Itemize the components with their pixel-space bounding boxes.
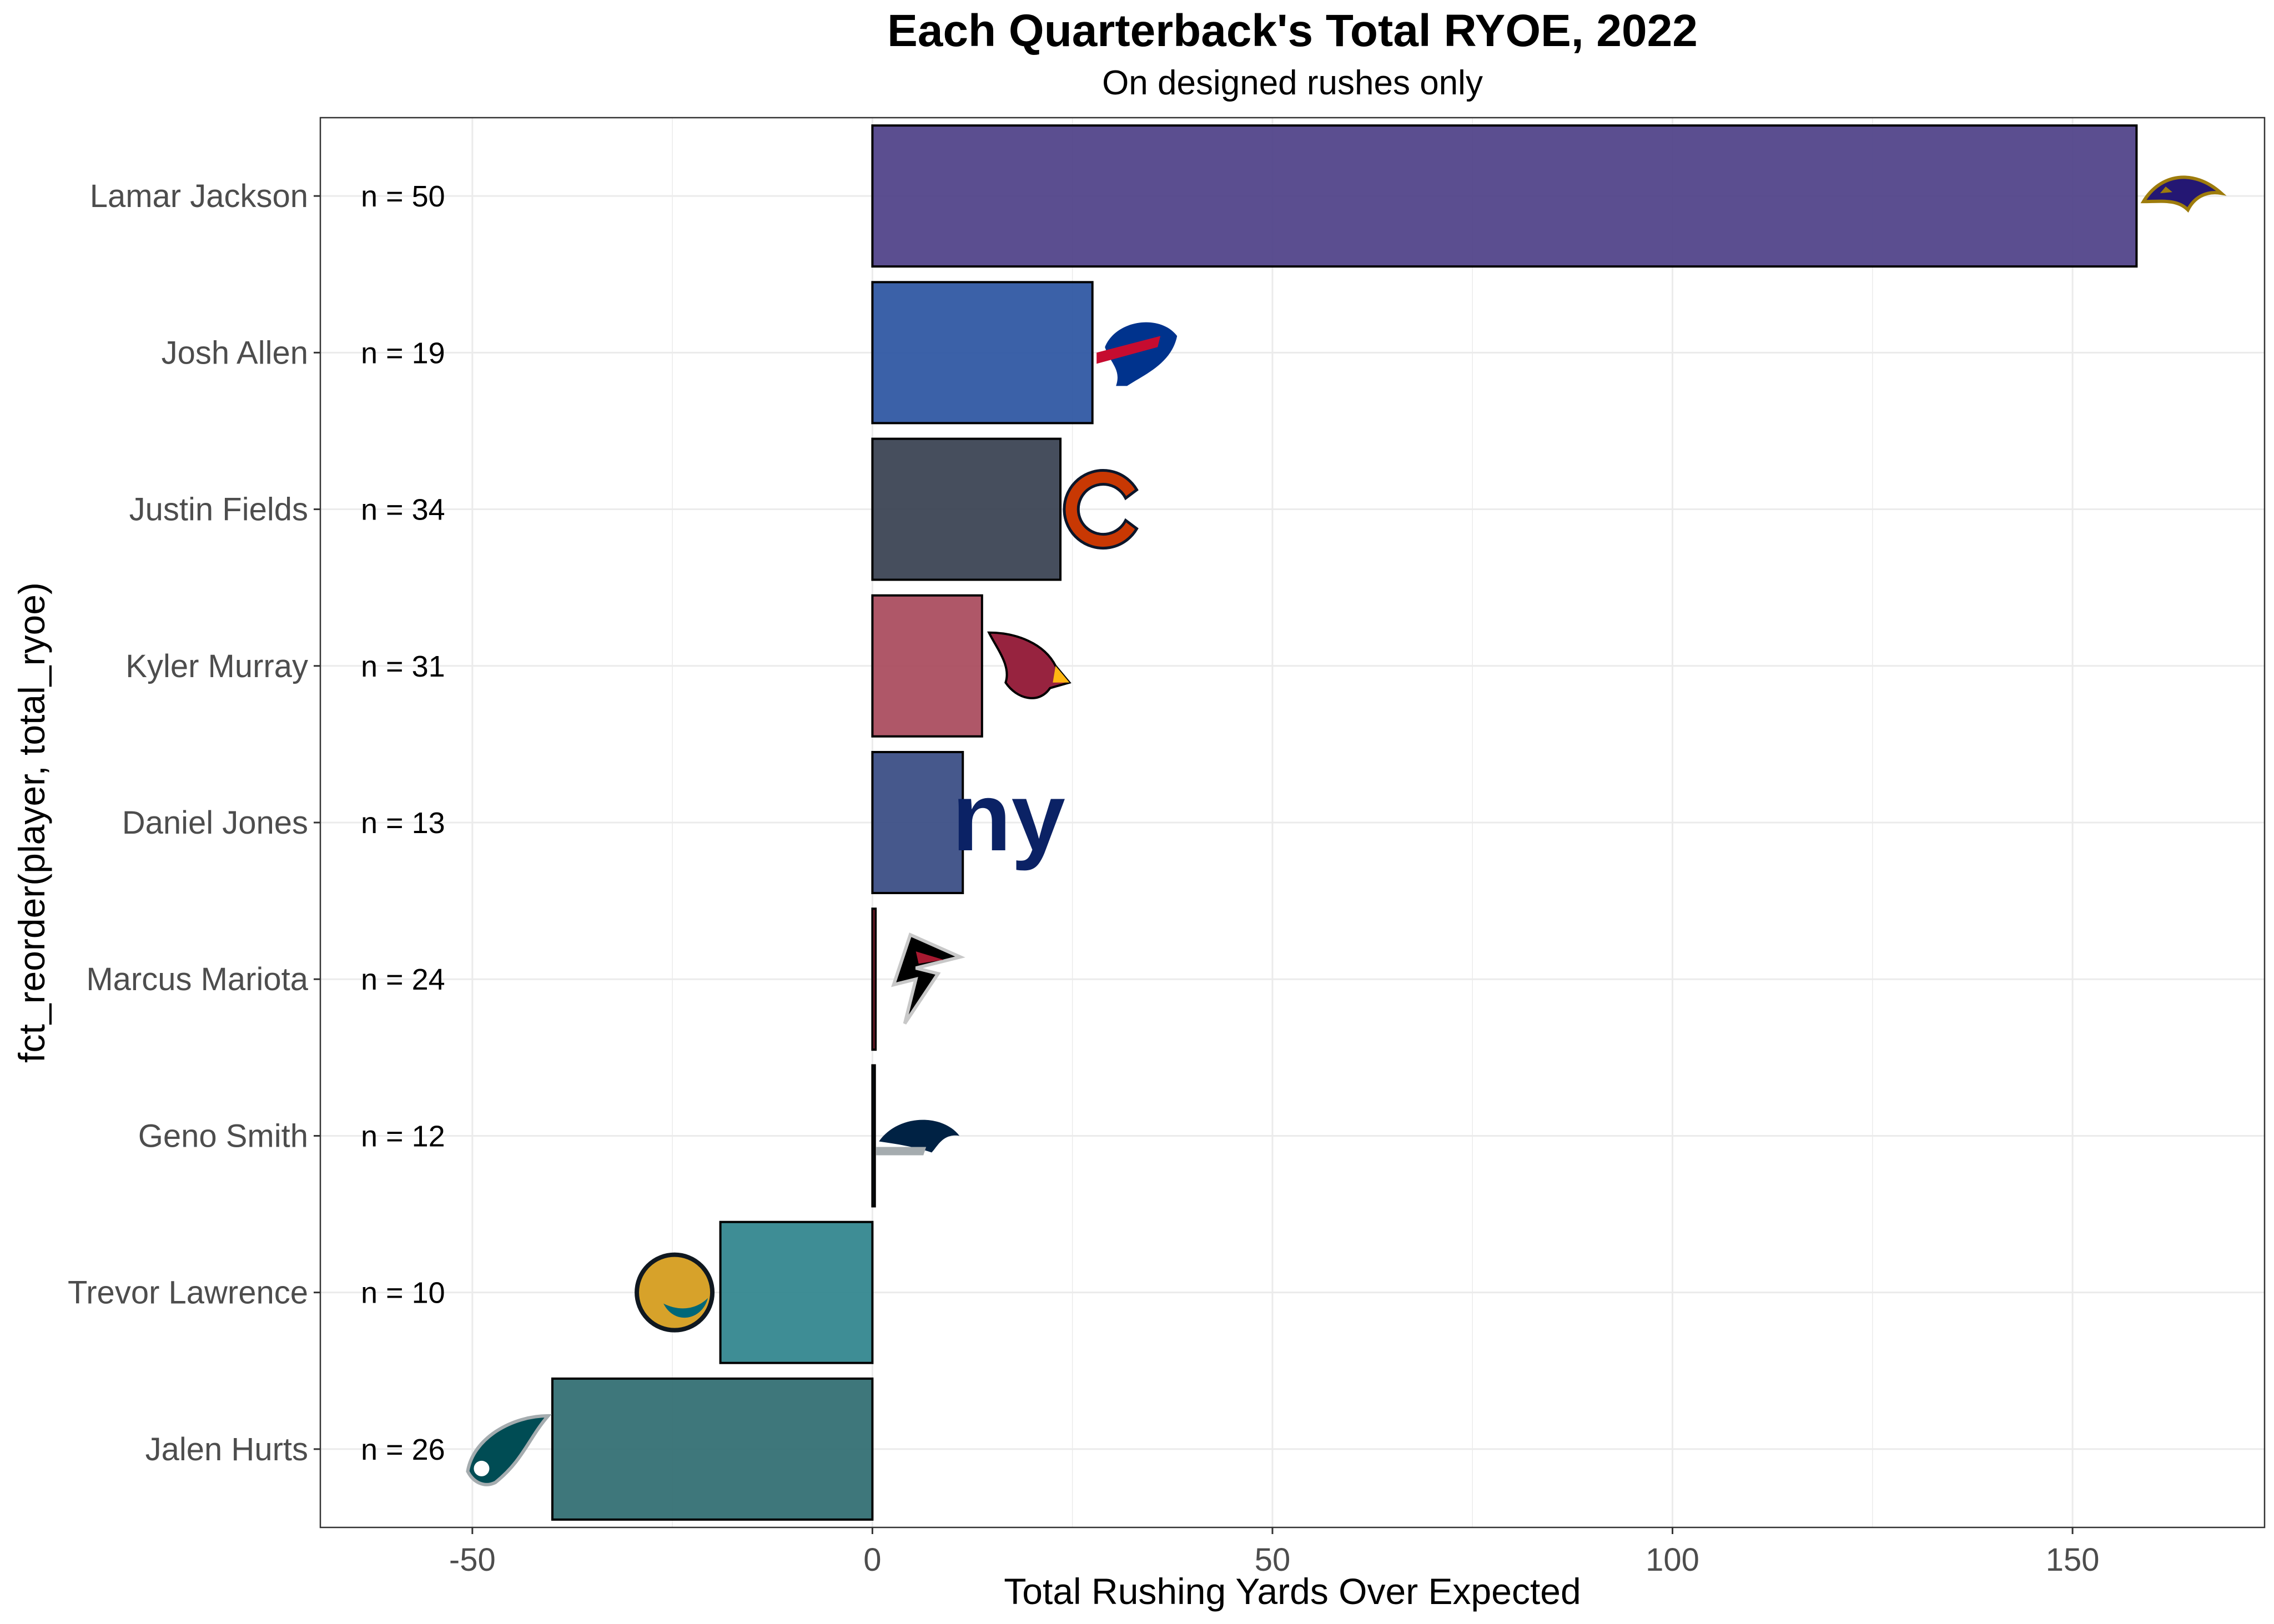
y-tick-label: Josh Allen: [162, 335, 308, 371]
y-tick-label: Daniel Jones: [122, 805, 308, 841]
chart-subtitle: On designed rushes only: [1102, 64, 1483, 102]
n-label: n = 24: [361, 963, 445, 996]
bars: [551, 124, 2138, 1521]
giants-logo-icon-text: ny: [952, 763, 1065, 871]
x-tick-label: 100: [1646, 1542, 1699, 1578]
n-label: n = 12: [361, 1119, 445, 1153]
y-tick-label: Geno Smith: [138, 1118, 308, 1154]
ravens-logo-icon: [2140, 175, 2227, 213]
n-label: n = 34: [361, 493, 445, 527]
bar: [871, 907, 877, 1051]
cardinals-logo-icon: [987, 631, 1071, 699]
bears-logo-icon: [1063, 469, 1139, 550]
team-logos: ny: [466, 175, 2227, 1486]
y-tick-labels: Lamar Jackson Josh Allen Justin Fields Kyle…: [68, 178, 320, 1467]
x-tick-label: 0: [863, 1542, 881, 1578]
y-tick-label: Trevor Lawrence: [68, 1275, 308, 1311]
n-label: n = 26: [361, 1433, 445, 1466]
bar: [871, 1064, 876, 1208]
x-tick-labels: -50 0 50 100 150: [449, 1527, 2100, 1578]
bar: [719, 1220, 874, 1364]
eagles-logo-icon: [466, 1414, 552, 1486]
y-tick-label: Lamar Jackson: [90, 178, 308, 214]
chart-title: Each Quarterback's Total RYOE, 2022: [887, 6, 1698, 56]
x-tick-label: 150: [2046, 1542, 2100, 1578]
jaguars-logo-icon: [635, 1252, 715, 1333]
falcons-logo-icon: [891, 932, 965, 1025]
bills-logo-icon: [1096, 322, 1178, 386]
x-axis-title: Total Rushing Yards Over Expected: [1004, 1571, 1581, 1612]
panel-border: [319, 117, 2266, 1529]
n-label: n = 13: [361, 806, 445, 840]
bar: [551, 1377, 874, 1521]
bar: [871, 437, 1062, 581]
plot-panel: [320, 118, 2265, 1527]
bar: [871, 124, 2138, 268]
y-axis-title: fct_reorder(player, total_ryoe): [11, 582, 52, 1063]
giants-logo-icon: ny: [952, 763, 1065, 871]
bar: [871, 751, 964, 894]
n-label: n = 10: [361, 1277, 445, 1310]
x-tick-label: 50: [1255, 1542, 1291, 1578]
n-label: n = 19: [361, 336, 445, 370]
n-labels: n = 50 n = 19 n = 34 n = 31 n = 13 n = 24 n = …: [361, 180, 445, 1466]
y-tick-label: Justin Fields: [129, 492, 308, 528]
bar: [871, 594, 983, 738]
n-label: n = 50: [361, 180, 445, 213]
n-label: n = 31: [361, 650, 445, 683]
bar: [871, 281, 1094, 425]
y-tick-label: Marcus Mariota: [86, 961, 308, 997]
x-tick-label: -50: [449, 1542, 496, 1578]
y-tick-label: Kyler Murray: [125, 648, 308, 684]
y-tick-label: Jalen Hurts: [145, 1431, 308, 1467]
seahawks-logo-icon: [876, 1119, 960, 1156]
